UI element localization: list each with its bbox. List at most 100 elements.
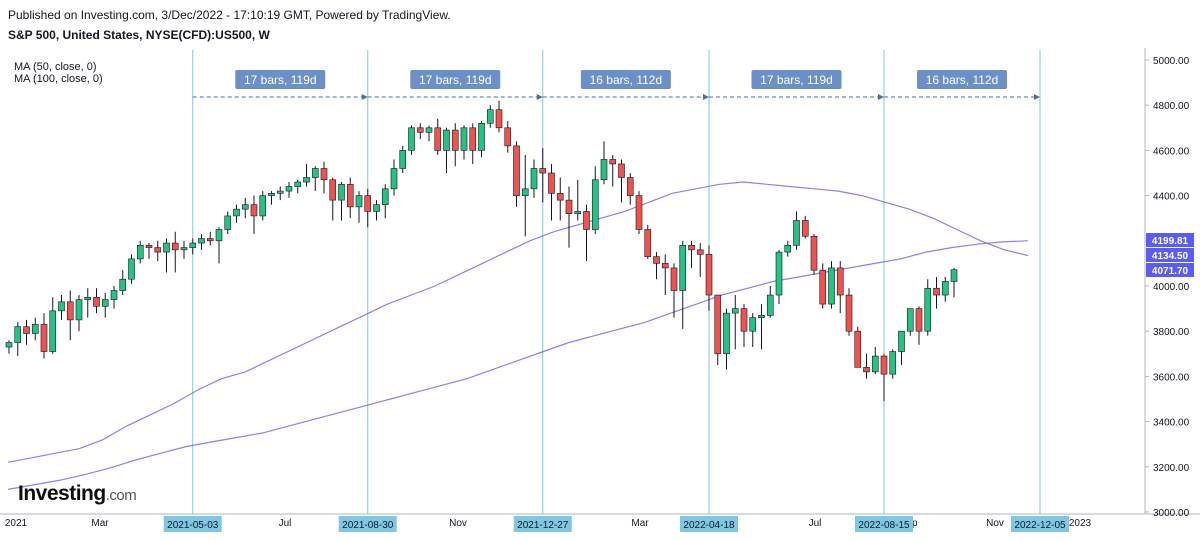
candle-up	[381, 188, 389, 205]
price-tag	[1146, 233, 1194, 247]
candle-up	[408, 127, 415, 151]
candle-down	[880, 355, 888, 375]
candle-down	[696, 249, 704, 255]
candle-up	[443, 129, 450, 151]
candle-up	[924, 287, 932, 332]
candle-up	[294, 181, 302, 187]
candle-up	[600, 159, 608, 181]
range-arrow-head	[1034, 94, 1040, 100]
candle-up	[31, 324, 39, 334]
candle-down	[145, 245, 153, 248]
candle-down	[670, 267, 678, 291]
candle-up	[373, 204, 380, 212]
candle-up	[766, 294, 774, 316]
candle-up	[84, 296, 92, 300]
y-tick-label: 3000.00	[1153, 508, 1190, 519]
candle-up	[574, 211, 582, 214]
candle-up	[906, 308, 914, 332]
candle-up	[128, 258, 135, 280]
ma100-legend[interactable]: MA (100, close, 0)	[14, 73, 103, 85]
date-highlight-box	[855, 516, 913, 532]
candle-up	[198, 238, 205, 244]
ma50-legend[interactable]: MA (50, close, 0)	[14, 61, 97, 73]
candle-up	[828, 267, 835, 305]
candle-up	[303, 177, 310, 183]
candle-up	[233, 208, 240, 217]
published-info: Published on Investing.com, 3/Dec/2022 -…	[8, 8, 451, 22]
price-tag-label: 4071.70	[1152, 266, 1189, 277]
y-tick-label: 4000.00	[1153, 282, 1190, 293]
candle-down	[364, 195, 372, 212]
candle-up	[189, 242, 197, 248]
investing-logo[interactable]: Investing.com	[18, 482, 137, 506]
candle-up	[749, 317, 757, 332]
price-tag	[1146, 248, 1194, 262]
candle-down	[609, 159, 617, 165]
candle-up	[758, 315, 765, 318]
y-tick-label: 4600.00	[1153, 146, 1190, 157]
range-label: 16 bars, 112d	[926, 73, 999, 87]
range-label: 17 bars, 119d	[760, 73, 833, 87]
ma-line-50	[7, 181, 1029, 463]
candle-up	[75, 299, 83, 321]
candle-down	[863, 367, 870, 373]
candle-up	[355, 195, 363, 208]
candle-up	[425, 127, 433, 133]
candle-down	[346, 184, 354, 208]
y-tick-label: 3800.00	[1153, 327, 1190, 338]
date-highlight-label: 2022-08-15	[858, 520, 910, 531]
candle-down	[854, 330, 862, 368]
candle-up	[399, 150, 407, 169]
candle-down	[565, 199, 573, 214]
candle-down	[556, 193, 564, 201]
candle-up	[521, 188, 529, 196]
candle-up	[591, 179, 599, 230]
candle-down	[469, 127, 477, 151]
candle-down	[40, 324, 48, 352]
price-tag-label: 4199.81	[1152, 236, 1189, 247]
y-tick-label: 5000.00	[1153, 56, 1190, 67]
candle-down	[740, 308, 748, 332]
candle-up	[241, 204, 249, 210]
candle-down	[416, 127, 424, 133]
x-tick-label: 2023	[1069, 518, 1092, 529]
candle-down	[915, 308, 923, 332]
candle-up	[276, 190, 284, 194]
candle-down	[635, 195, 643, 230]
candle-up	[101, 299, 109, 307]
candle-up	[5, 342, 13, 348]
range-arrow-head	[361, 94, 368, 100]
candle-up	[338, 184, 345, 201]
candle-up	[775, 251, 783, 296]
candle-up	[486, 109, 494, 124]
candle-up	[460, 127, 468, 151]
x-tick-label: Nov	[986, 518, 1004, 529]
date-highlight-label: 2022-04-18	[683, 520, 735, 531]
candle-up	[259, 195, 267, 217]
candle-down	[171, 242, 179, 251]
candle-down	[661, 263, 669, 269]
candle-up	[889, 351, 897, 375]
date-highlight-box	[1011, 516, 1069, 532]
candle-up	[478, 122, 485, 151]
candle-down	[801, 220, 809, 237]
range-label-box	[410, 70, 501, 89]
range-label-box	[580, 70, 671, 89]
candle-down	[434, 127, 442, 151]
candle-up	[530, 168, 538, 190]
price-tag	[1146, 263, 1194, 277]
date-highlight-label: 2022-12-05	[1014, 520, 1066, 531]
candle-up	[49, 310, 57, 352]
candle-down	[688, 245, 695, 251]
date-highlight-label: 2021-12-27	[517, 520, 569, 531]
x-tick-label: Jul	[809, 518, 822, 529]
candle-down	[819, 269, 827, 305]
brand-suffix: .com	[105, 487, 137, 504]
candle-up	[268, 193, 275, 196]
candle-up	[285, 186, 293, 192]
date-highlight-box	[680, 516, 738, 532]
y-tick-label: 3600.00	[1153, 372, 1190, 383]
range-arrow-head	[536, 94, 543, 100]
